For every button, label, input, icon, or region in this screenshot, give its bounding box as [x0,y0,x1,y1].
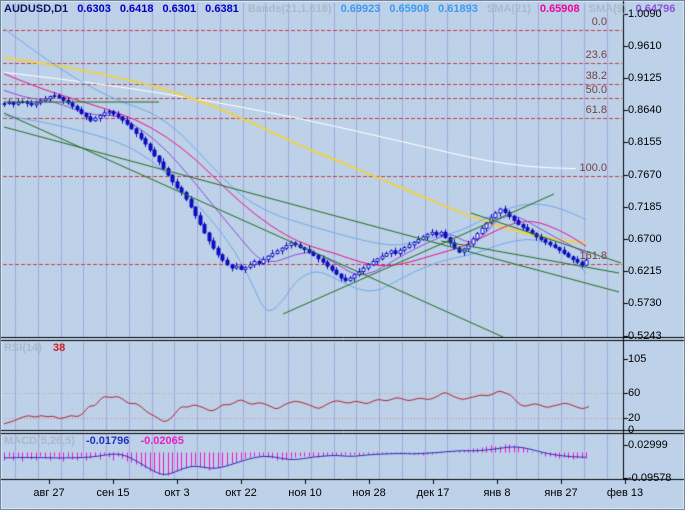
time-axis-label: янв 27 [544,487,578,499]
sma21-indicator-label: SMA(21) [486,2,531,15]
price-axis-label: 0.9125 [628,72,662,85]
price-axis-label: 0.5730 [628,297,662,310]
time-axis-label: окт 3 [164,487,190,499]
fib-level-label: 100.0 [579,162,607,174]
rsi-axis-label: 0 [628,424,635,436]
time-axis-label: фев 13 [606,487,644,499]
sma9-indicator-label: SMA(9) [588,2,627,15]
chart-header: AUDUSD,D1 0.6303 0.6418 0.6301 0.6381 Ba… [4,2,684,15]
open-value: 0.6303 [77,2,111,15]
price-axis-label: 1.0090 [628,8,662,20]
time-axis-label: янв 8 [483,487,511,499]
price-axis-label: 0.8155 [628,136,662,149]
fib-level-label: 0.0 [591,16,607,28]
time-axis-label: дек 17 [416,487,450,499]
macd-panel-header: MACD(5,26,5) -0.01796 -0.02065 [4,435,192,447]
rsi-panel-header: RSI(14) 38 [4,342,73,354]
rsi-axis-label: 105 [628,353,647,365]
rsi-value: 38 [52,342,66,354]
macd-axis-label: 0.02999 [628,439,668,451]
fib-level-label: 61.8 [585,104,607,116]
low-value: 0.6301 [162,2,197,15]
high-value: 0.6418 [119,2,154,15]
price-axis-label: 0.6215 [628,265,662,278]
price-axis-label: 0.7670 [628,168,662,181]
price-axis-label: 0.7185 [628,200,662,213]
sma9-value: 0.64796 [635,2,676,15]
macd-indicator-label: MACD(5,26,5) [4,435,75,447]
bands-middle-value: 0.65908 [389,2,430,15]
macd-main-value: -0.01796 [85,435,130,447]
macd-signal-value: -0.02065 [140,435,184,447]
price-axis-label: 0.8640 [628,104,662,117]
rsi-indicator-label: RSI(14) [4,342,42,354]
time-axis-label: ноя 28 [352,487,386,499]
rsi-axis-label: 60 [628,387,641,399]
fib-level-label: 23.6 [585,49,607,61]
price-axis-label: 0.9610 [628,39,662,52]
time-axis-label: сен 15 [96,487,130,499]
bands-upper-value: 0.69923 [340,2,381,15]
close-value: 0.6381 [205,2,239,15]
fib-level-label: 161.8 [579,250,607,262]
price-axis-label: 0.5243 [628,329,662,342]
macd-axis-label: -0.09578 [628,472,672,484]
bands-lower-value: 0.61893 [438,2,478,15]
time-axis-label: ноя 10 [288,487,322,499]
symbol-period-label: AUDUSD,D1 [4,2,69,15]
fib-level-label: 38.2 [585,70,607,82]
time-axis-label: авг 27 [33,487,65,499]
price-axis-label: 0.6700 [628,232,662,245]
sma21-value: 0.65908 [539,2,580,15]
rsi-axis-label: 20 [628,412,641,424]
time-axis-label: окт 22 [225,487,257,499]
fib-level-label: 50.0 [585,84,607,96]
bands-indicator-label: Bands(21,1.618) [247,2,332,15]
